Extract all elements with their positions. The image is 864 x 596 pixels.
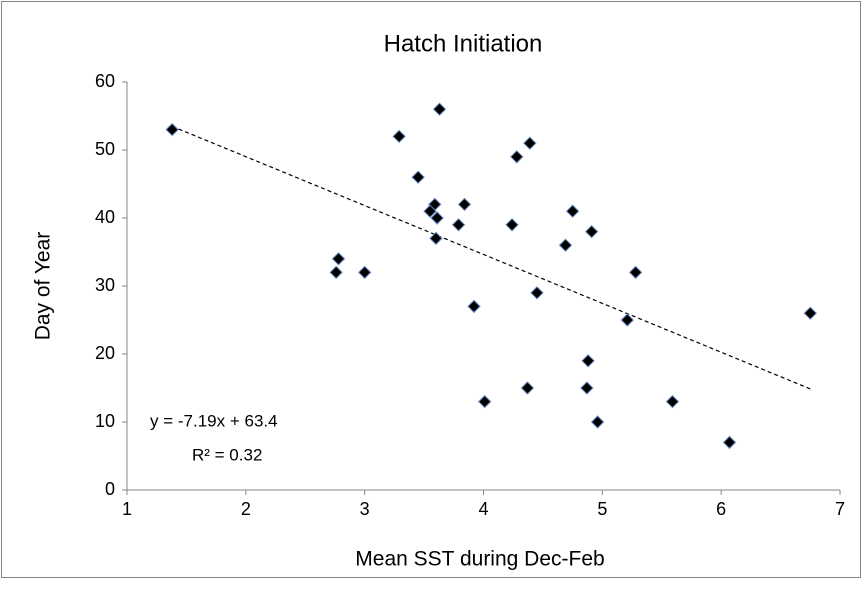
point xyxy=(165,122,179,137)
point xyxy=(590,415,605,429)
trendline-equation: y = -7.19x + 63.4 xyxy=(150,411,278,430)
point xyxy=(584,224,599,239)
point xyxy=(457,197,472,212)
point xyxy=(477,394,492,409)
point xyxy=(357,265,372,280)
x-tick-label: 2 xyxy=(241,499,251,519)
point xyxy=(429,231,443,246)
point xyxy=(505,218,519,232)
point xyxy=(581,354,595,368)
x-tick-label: 6 xyxy=(716,499,726,519)
point xyxy=(530,286,544,300)
chart-border xyxy=(1,1,861,578)
point xyxy=(803,306,817,320)
y-tick-label: 60 xyxy=(95,71,115,91)
trendline-r-squared: R² = 0.32 xyxy=(192,445,262,464)
point xyxy=(620,313,634,327)
x-tick-label: 7 xyxy=(835,499,845,519)
x-tick-label: 3 xyxy=(360,499,370,519)
x-axis-label: Mean SST during Dec-Feb xyxy=(355,548,604,571)
point xyxy=(722,435,737,450)
point xyxy=(432,102,447,116)
point xyxy=(510,150,524,164)
chart-title: Hatch Initiation xyxy=(384,30,543,57)
point xyxy=(451,218,466,232)
point xyxy=(665,394,680,409)
point xyxy=(467,299,481,314)
point xyxy=(628,265,643,280)
point xyxy=(411,170,425,184)
y-tick-label: 0 xyxy=(105,479,115,499)
point xyxy=(558,238,573,252)
x-tick-label: 5 xyxy=(597,499,607,519)
y-tick-label: 10 xyxy=(95,411,115,431)
point xyxy=(580,381,594,395)
point xyxy=(565,204,580,218)
point xyxy=(331,252,346,266)
y-axis-label: Day of Year xyxy=(32,232,55,341)
point xyxy=(329,265,343,280)
y-tick-label: 30 xyxy=(95,275,115,295)
y-tick-label: 20 xyxy=(95,343,115,363)
point xyxy=(430,211,444,225)
point xyxy=(423,204,437,218)
y-tick-label: 50 xyxy=(95,139,115,159)
point xyxy=(523,136,537,150)
trendline xyxy=(171,125,811,390)
x-tick-label: 4 xyxy=(478,499,488,519)
y-tick-label: 40 xyxy=(95,207,115,227)
point xyxy=(392,129,406,144)
x-tick-label: 1 xyxy=(122,499,132,519)
point xyxy=(520,381,535,395)
